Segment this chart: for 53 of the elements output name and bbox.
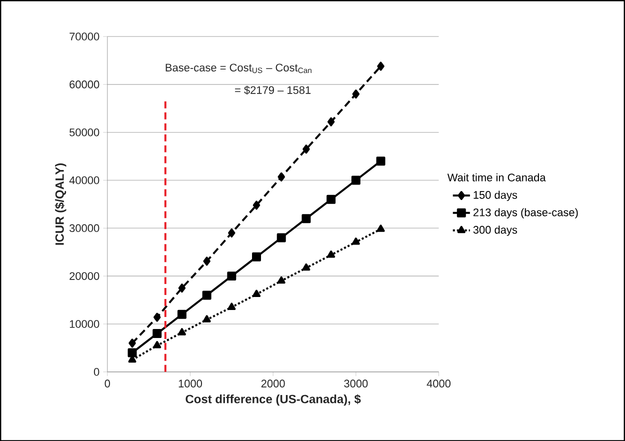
annotation: Base-case = Cost$_{US}$ – Cost$_{Can}$ xyxy=(166,64,312,73)
point xyxy=(203,256,210,266)
legend-label: 213 days (base-case) xyxy=(473,208,578,218)
point xyxy=(178,283,186,292)
point xyxy=(252,252,262,262)
point xyxy=(128,338,136,348)
x-axis-title: Cost difference (US-Canada), $ xyxy=(186,394,361,406)
point xyxy=(351,176,360,185)
point xyxy=(252,200,260,210)
x-tick-label: 2000 xyxy=(261,380,285,388)
y-axis-title: ICUR ($/QALY) xyxy=(54,163,66,245)
point xyxy=(327,250,336,258)
point xyxy=(153,340,162,348)
point xyxy=(327,117,335,126)
point xyxy=(326,194,336,204)
point xyxy=(277,276,286,284)
point xyxy=(153,312,161,322)
y-tick-label: 30000 xyxy=(70,224,100,232)
y-tick-label: 10000 xyxy=(70,320,100,328)
y-tick-label: 20000 xyxy=(70,272,100,280)
point xyxy=(377,62,384,71)
y-tick-label: 50000 xyxy=(70,128,100,136)
point xyxy=(178,328,186,336)
x-tick-label: 1000 xyxy=(178,380,202,388)
point xyxy=(376,224,385,232)
legend-label: 300 days xyxy=(473,225,518,236)
annotation: = $2179 – 1581 xyxy=(235,86,311,94)
point xyxy=(128,348,137,358)
point xyxy=(302,214,311,223)
point xyxy=(227,271,236,280)
point xyxy=(252,290,261,297)
point xyxy=(228,228,236,238)
y-tick-label: 60000 xyxy=(70,80,100,88)
point xyxy=(302,144,310,154)
point xyxy=(352,237,360,245)
legend-label: 150 days xyxy=(474,190,518,201)
y-tick-label: 40000 xyxy=(69,176,100,184)
legend-title: Wait time in Canada xyxy=(447,173,546,182)
point xyxy=(228,302,236,310)
point xyxy=(177,310,186,319)
x-tick-label: 4000 xyxy=(426,380,451,388)
x-tick-label: 0 xyxy=(104,380,110,388)
point xyxy=(276,233,286,242)
point xyxy=(302,263,310,270)
point xyxy=(376,156,386,166)
y-tick-label: 70000 xyxy=(70,32,100,40)
x-tick-label: 3000 xyxy=(344,380,368,388)
y-tick-label: 0 xyxy=(94,368,100,376)
point xyxy=(352,89,360,98)
point xyxy=(202,314,211,322)
point xyxy=(202,290,212,300)
point xyxy=(152,328,162,338)
point xyxy=(278,172,285,182)
